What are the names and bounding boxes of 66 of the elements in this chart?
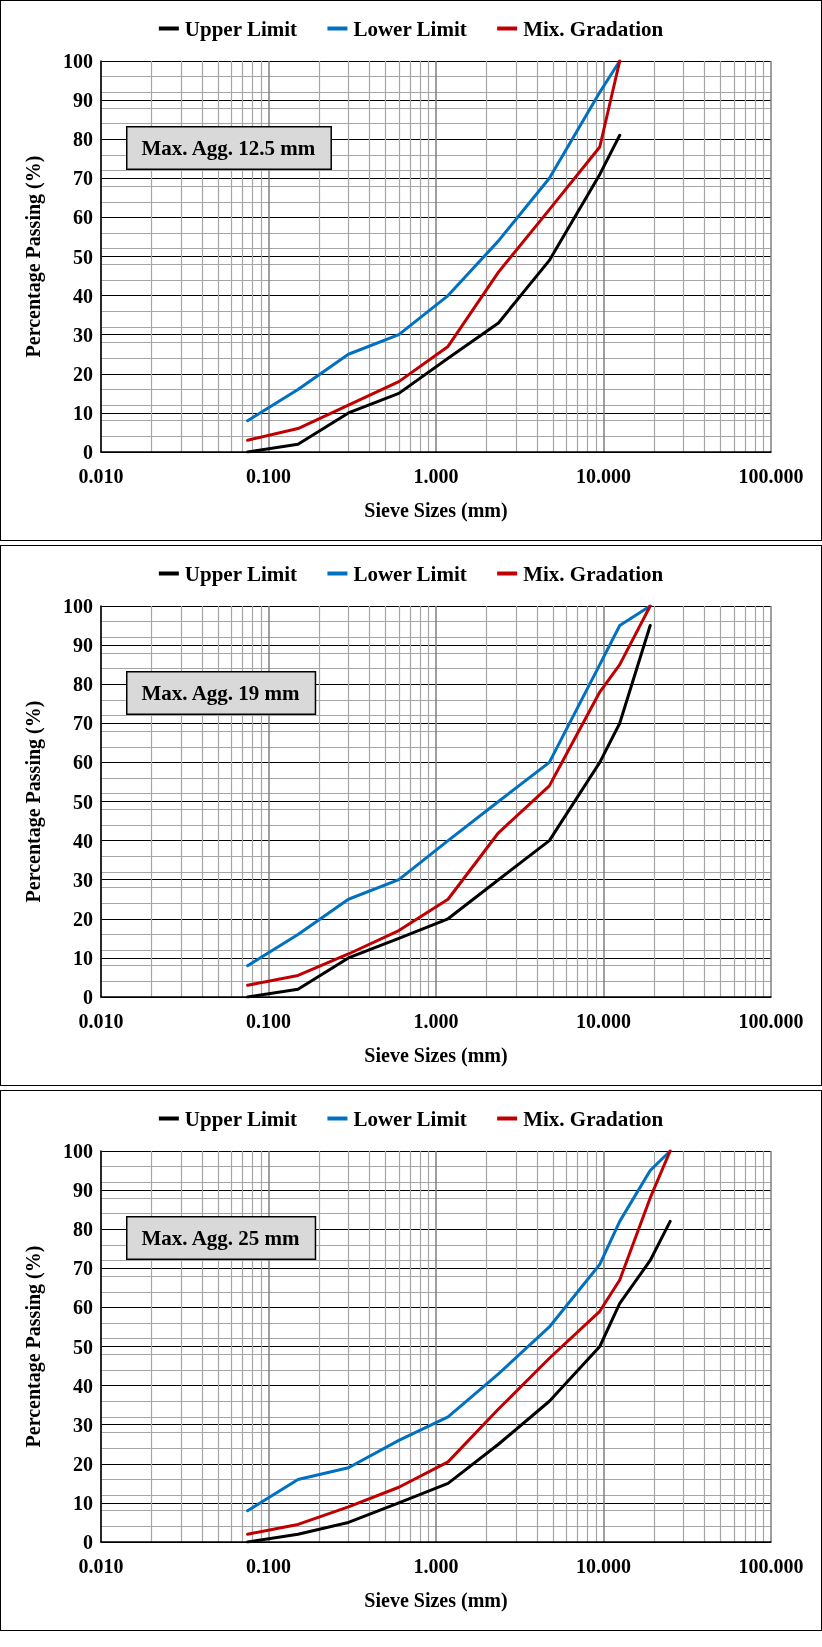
y-tick-label: 40 — [73, 1374, 93, 1397]
y-tick-label: 0 — [83, 1531, 93, 1553]
y-tick-label: 100 — [63, 1140, 93, 1162]
annotation: Max. Agg. 19 mm — [141, 681, 301, 705]
y-tick-label: 90 — [73, 1179, 93, 1202]
x-tick-label: 0.100 — [246, 465, 291, 487]
legend-label: Lower Limit — [353, 561, 467, 586]
x-tick-label: 0.010 — [78, 1010, 124, 1032]
y-tick-label: 50 — [73, 1335, 93, 1358]
x-tick-label: 10.000 — [576, 1555, 631, 1577]
y-tick-label: 90 — [73, 89, 93, 112]
y-tick-label: 80 — [73, 128, 93, 151]
legend-label: Mix. Gradation — [523, 1106, 664, 1131]
y-tick-label: 50 — [73, 790, 93, 813]
y-tick-label: 90 — [73, 634, 93, 657]
y-tick-label: 40 — [73, 284, 93, 307]
x-tick-label: 100.000 — [738, 1555, 804, 1577]
annotation: Max. Agg. 12.5 mm — [141, 136, 316, 160]
x-tick-label: 100.000 — [738, 1010, 804, 1032]
legend-label: Upper Limit — [184, 561, 298, 586]
legend-label: Lower Limit — [353, 16, 467, 41]
y-tick-label: 30 — [73, 323, 93, 346]
y-tick-label: 10 — [73, 401, 93, 424]
y-tick-label: 70 — [73, 712, 93, 735]
legend-label: Upper Limit — [184, 16, 298, 41]
x-axis-title: Sieve Sizes (mm) — [364, 499, 508, 522]
y-axis-title: Percentage Passing (%) — [22, 155, 45, 358]
x-tick-label: 0.010 — [78, 1555, 124, 1577]
y-axis-title: Percentage Passing (%) — [22, 700, 45, 903]
x-tick-label: 100.000 — [738, 465, 804, 487]
y-axis-title: Percentage Passing (%) — [22, 1245, 45, 1448]
y-tick-label: 70 — [73, 1257, 93, 1280]
x-tick-label: 1.000 — [413, 1010, 459, 1032]
legend-label: Lower Limit — [353, 1106, 467, 1131]
y-tick-label: 10 — [73, 1491, 93, 1514]
y-tick-label: 60 — [73, 206, 93, 229]
annotation: Max. Agg. 25 mm — [141, 1226, 301, 1250]
x-tick-label: 10.000 — [576, 1010, 631, 1032]
x-tick-label: 0.100 — [246, 1555, 291, 1577]
legend-label: Mix. Gradation — [523, 561, 664, 586]
y-tick-label: 60 — [73, 1296, 93, 1319]
y-tick-label: 60 — [73, 751, 93, 774]
y-tick-label: 50 — [73, 245, 93, 268]
legend-label: Upper Limit — [184, 1106, 298, 1131]
legend-label: Mix. Gradation — [523, 16, 664, 41]
y-tick-label: 10 — [73, 946, 93, 969]
y-tick-label: 20 — [73, 907, 93, 930]
y-tick-label: 80 — [73, 1218, 93, 1241]
x-tick-label: 1.000 — [413, 1555, 459, 1577]
y-tick-label: 70 — [73, 167, 93, 190]
y-tick-label: 100 — [63, 595, 93, 617]
y-tick-label: 30 — [73, 1413, 93, 1436]
y-tick-label: 0 — [83, 441, 93, 463]
y-tick-label: 20 — [73, 1452, 93, 1475]
y-tick-label: 80 — [73, 673, 93, 696]
y-tick-label: 0 — [83, 986, 93, 1008]
x-tick-label: 0.100 — [246, 1010, 291, 1032]
x-tick-label: 1.000 — [413, 465, 459, 487]
y-tick-label: 100 — [63, 50, 93, 72]
y-tick-label: 20 — [73, 362, 93, 385]
x-tick-label: 10.000 — [576, 465, 631, 487]
y-tick-label: 30 — [73, 868, 93, 891]
y-tick-label: 40 — [73, 829, 93, 852]
x-axis-title: Sieve Sizes (mm) — [364, 1044, 508, 1067]
x-axis-title: Sieve Sizes (mm) — [364, 1589, 508, 1612]
x-tick-label: 0.010 — [78, 465, 124, 487]
